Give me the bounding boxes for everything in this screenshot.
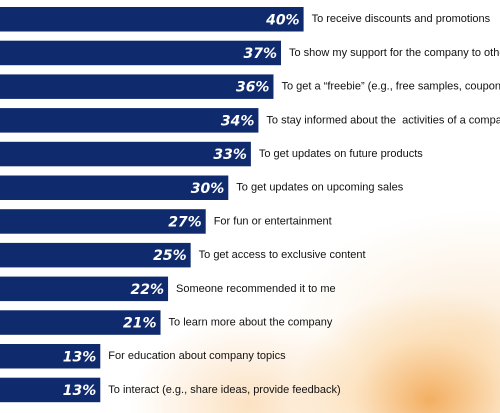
category-label: To receive discounts and promotions (312, 13, 491, 25)
bar-value-label: 25% (153, 248, 187, 264)
bar-value-label: 30% (191, 181, 225, 197)
bar-row: 36% To get a “freebie” (e.g., free sample… (0, 74, 500, 99)
bar-value-label: 33% (213, 147, 247, 163)
category-label: To get updates on upcoming sales (236, 182, 403, 194)
bar-value-label: 22% (131, 282, 165, 298)
bar (0, 344, 101, 369)
bar-row: 37% To show my support for the company to… (0, 40, 500, 66)
category-label: To get a “freebie” (e.g., free samples, … (281, 81, 500, 93)
bar (0, 40, 282, 66)
bar-value-label: 37% (243, 46, 277, 62)
bar (0, 108, 259, 133)
bar-row: 13% For education about company topics (0, 344, 286, 369)
bar-row: 25% To get access to exclusive content (0, 242, 366, 268)
bar-row: 22% Someone recommended it to me (0, 276, 336, 302)
bar-value-label: 21% (123, 316, 157, 332)
bar (0, 310, 161, 335)
category-label: To get updates on future products (259, 148, 423, 160)
category-label: To interact (e.g., share ideas, provide … (108, 384, 340, 396)
bar (0, 276, 169, 302)
bar (0, 377, 101, 403)
bar (0, 209, 206, 234)
category-label: To learn more about the company (169, 316, 333, 328)
bar-row: 40% To receive discounts and promotions (0, 7, 491, 32)
bar-row: 33% To get updates on future products (0, 141, 423, 167)
bar-value-label: 13% (63, 349, 97, 365)
category-label: To show my support for the company to ot… (289, 47, 500, 59)
bar-row: 30% To get updates on upcoming sales (0, 175, 404, 200)
category-label: For education about company topics (108, 350, 286, 362)
bar-value-label: 40% (265, 12, 300, 28)
bar-value-label: 27% (168, 214, 202, 230)
bar (0, 141, 251, 167)
category-label: Someone recommended it to me (176, 283, 336, 295)
category-label: To get access to exclusive content (199, 249, 366, 261)
bar (0, 242, 191, 268)
category-label: For fun or entertainment (214, 215, 332, 227)
bar (0, 7, 304, 32)
bar (0, 175, 229, 200)
bar-value-label: 34% (221, 113, 255, 129)
bar-row: 13% To interact (e.g., share ideas, provi… (0, 377, 341, 403)
bar-row: 21% To learn more about the company (0, 310, 333, 335)
bar (0, 74, 274, 99)
bar-value-label: 13% (63, 383, 97, 399)
bar-row: 27% For fun or entertainment (0, 209, 332, 234)
bar-value-label: 36% (236, 80, 270, 96)
category-label: To stay informed about the activities of… (266, 114, 500, 126)
bar-row: 34% To stay informed about the activities… (0, 108, 500, 133)
